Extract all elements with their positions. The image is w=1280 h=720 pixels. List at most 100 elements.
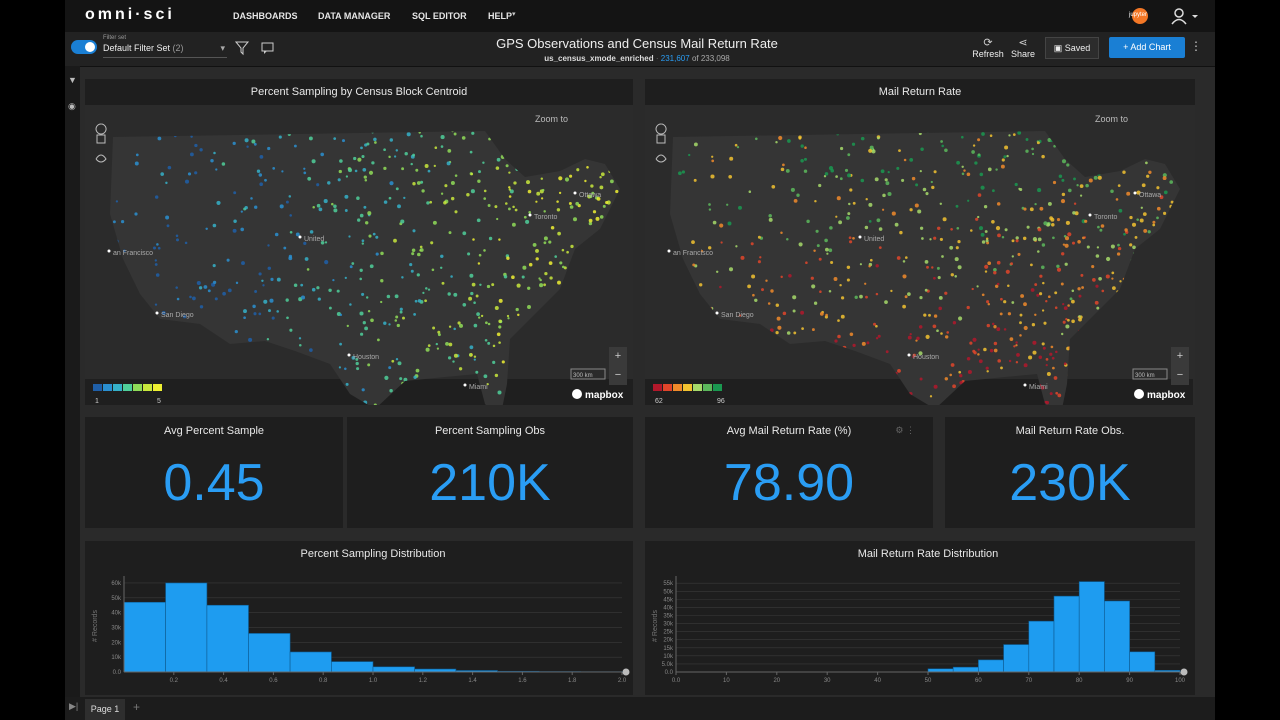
- place-label: Miami: [469, 384, 488, 391]
- map-point: [1023, 363, 1028, 368]
- map-point: [360, 146, 363, 150]
- share-button[interactable]: ⋖ Share: [1005, 36, 1041, 59]
- map-point: [1077, 287, 1081, 291]
- map-point: [409, 263, 413, 267]
- map-point: [780, 167, 785, 172]
- map-point: [980, 185, 985, 190]
- map-point: [363, 175, 367, 179]
- map-point: [875, 264, 879, 268]
- map-point: [1049, 392, 1053, 396]
- x-tick-label: 1.4: [468, 678, 477, 684]
- map-point: [897, 369, 901, 373]
- filter-set-select[interactable]: Default Filter Set (2) ▾: [103, 43, 227, 58]
- map-point: [419, 245, 423, 249]
- map-point: [874, 177, 879, 182]
- filter-icons[interactable]: [235, 40, 279, 56]
- map-point: [875, 336, 879, 340]
- map-point: [344, 209, 348, 212]
- map-point: [323, 199, 328, 204]
- map-point: [846, 278, 850, 282]
- jupyter-icon[interactable]: [1132, 8, 1148, 24]
- map-point: [919, 226, 924, 230]
- map-point: [388, 155, 391, 159]
- saved-button[interactable]: ▣ Saved: [1045, 37, 1099, 59]
- map-point: [946, 331, 950, 334]
- place-dot: [298, 235, 302, 239]
- legend-swatch: [653, 384, 662, 391]
- map-point: [592, 210, 597, 214]
- collapse-toggle[interactable]: ▶|: [69, 701, 79, 711]
- map-point: [1063, 235, 1067, 238]
- map-point: [262, 284, 265, 287]
- map-point: [295, 232, 300, 237]
- map-point: [176, 238, 179, 242]
- map-point: [1007, 284, 1010, 287]
- user-icon[interactable]: [1170, 6, 1198, 26]
- place-label: an Francisco: [673, 250, 713, 257]
- map-point: [846, 265, 851, 270]
- add-page[interactable]: +: [133, 700, 141, 714]
- map-point: [1023, 207, 1027, 211]
- more-menu[interactable]: ⋮: [1190, 39, 1202, 53]
- map-point: [359, 268, 363, 272]
- x-tick-label: 1.8: [568, 678, 577, 684]
- map-point: [861, 341, 866, 346]
- map-point: [303, 171, 307, 175]
- map-point: [364, 326, 369, 331]
- logo[interactable]: omni·sci: [85, 6, 175, 23]
- map-point: [404, 151, 408, 156]
- x-tick-label: 60: [975, 678, 982, 684]
- map-point: [1134, 235, 1138, 239]
- map-point: [938, 295, 943, 300]
- map-point: [901, 178, 905, 182]
- map-point: [688, 153, 691, 157]
- map-point: [1020, 294, 1025, 298]
- refresh-button[interactable]: ⟳ Refresh: [970, 36, 1006, 59]
- map-point: [806, 219, 810, 224]
- map-point: [839, 177, 843, 181]
- map-point: [825, 247, 829, 252]
- map-point: [556, 200, 559, 203]
- map[interactable]: Percent Sampling by Census Block Centroi…: [85, 79, 633, 419]
- map-point: [447, 356, 452, 360]
- map-point: [196, 280, 201, 286]
- nav-link[interactable]: DATA MANAGER: [318, 11, 391, 21]
- reset-handle: [1180, 668, 1188, 676]
- theme-tab[interactable]: ◉: [68, 101, 76, 111]
- add-chart-button[interactable]: + Add Chart: [1109, 37, 1185, 58]
- table-name: us_census_xmode_enriched: [544, 54, 654, 63]
- map-point: [122, 249, 126, 253]
- map-point: [1041, 342, 1045, 346]
- map-point: [854, 295, 858, 299]
- map-point: [505, 164, 509, 168]
- map-point: [492, 360, 496, 364]
- map-point: [484, 338, 488, 342]
- nav-link[interactable]: SQL EDITOR: [412, 11, 467, 21]
- map-point: [755, 137, 758, 141]
- reset-handle: [622, 668, 630, 676]
- place-label: Houston: [913, 354, 939, 361]
- map-point: [719, 285, 722, 289]
- filter-tab[interactable]: ▼: [68, 75, 77, 85]
- nav-link[interactable]: HELP: [488, 11, 513, 21]
- map-point: [298, 337, 302, 340]
- map-point: [771, 184, 776, 189]
- map-point: [272, 167, 276, 170]
- tile-settings[interactable]: ⚙ ⋮: [895, 425, 915, 435]
- map-point: [498, 325, 502, 329]
- map-point: [828, 289, 832, 293]
- map-point: [351, 262, 355, 265]
- map-point: [1031, 147, 1034, 151]
- filter-toggle[interactable]: [71, 40, 97, 54]
- map-point: [966, 356, 971, 361]
- map[interactable]: Mail Return Rate Ottawa Toronto United an Fr…: [645, 79, 1195, 419]
- map-point: [447, 149, 452, 153]
- map-point: [939, 237, 943, 241]
- place-dot: [528, 213, 532, 217]
- map-point: [482, 161, 485, 164]
- nav-link[interactable]: DASHBOARDS: [233, 11, 298, 21]
- map-point: [866, 341, 870, 345]
- map-point: [914, 203, 919, 208]
- page-tab[interactable]: Page 1: [85, 699, 125, 720]
- map-point: [954, 257, 959, 262]
